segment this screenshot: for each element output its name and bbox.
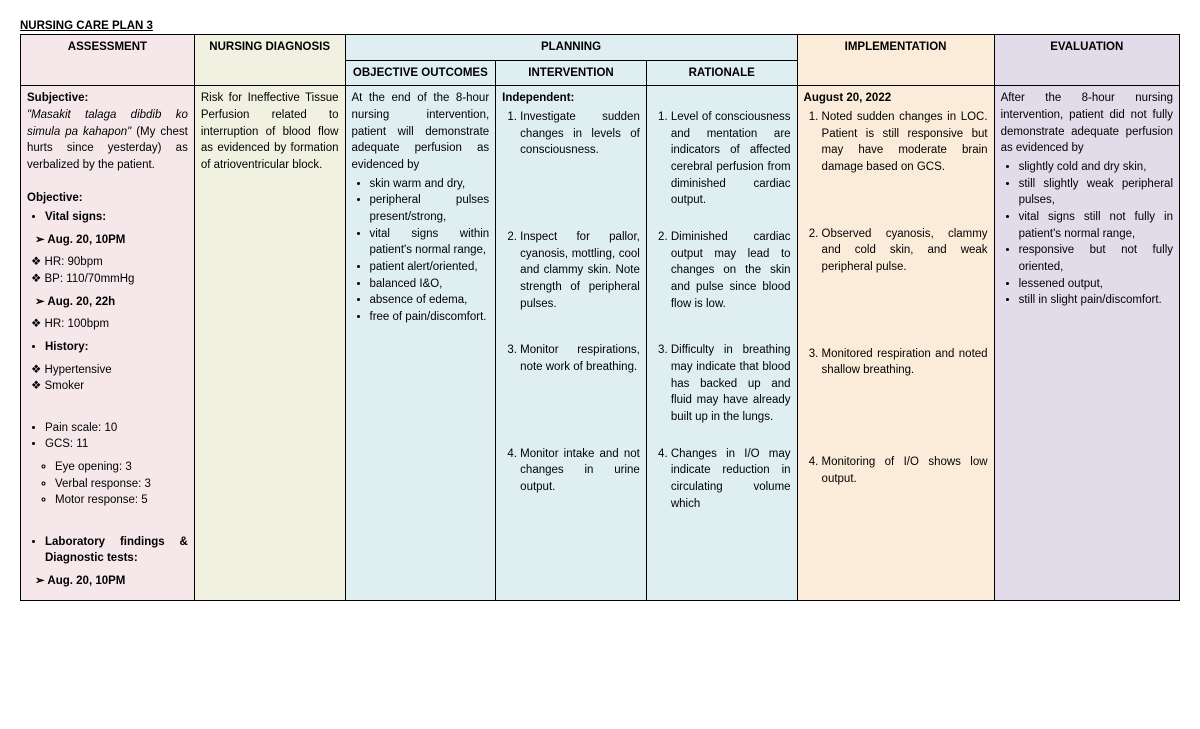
hist1: Hypertensive [31,362,188,379]
cell-outcomes: At the end of the 8-hour nursing interve… [345,86,496,600]
hr1: HR: 90bpm [31,254,188,271]
header-assessment: ASSESSMENT [21,35,195,86]
objective-label: Objective: [27,192,83,204]
outcome-3: vital signs within patient's normal rang… [370,226,490,259]
rationale-3: Difficulty in breathing may indicate tha… [671,342,791,425]
cell-diagnosis: Risk for Ineffective Tissue Perfusion re… [194,86,345,600]
gcs-verbal: Verbal response: 3 [55,476,188,493]
hist2: Smoker [31,378,188,395]
care-plan-table: ASSESSMENT NURSING DIAGNOSIS PLANNING IM… [20,34,1180,601]
intervention-1: Investigate sudden changes in levels of … [520,109,640,159]
outcome-4: patient alert/oriented, [370,259,490,276]
lab-date: Aug. 20, 10PM [35,573,188,590]
impl-date: August 20, 2022 [804,92,892,104]
intervention-4: Monitor intake and not changes in urine … [520,446,640,496]
eval-6: still in slight pain/discomfort. [1019,292,1173,309]
impl-4: Monitoring of I/O shows low output. [822,454,988,487]
impl-2: Observed cyanosis, clammy and cold skin,… [822,226,988,276]
eval-2: still slightly weak peripheral pulses, [1019,176,1173,209]
outcome-2: peripheral pulses present/strong, [370,192,490,225]
outcome-1: skin warm and dry, [370,176,490,193]
bp: BP: 110/70mmHg [31,271,188,288]
pain-scale: Pain scale: 10 [45,420,188,437]
eval-3: vital signs still not fully in patient's… [1019,209,1173,242]
impl-3: Monitored respiration and noted shallow … [822,346,988,379]
independent-label: Independent: [502,92,574,104]
gcs-motor: Motor response: 5 [55,492,188,509]
cell-evaluation: After the 8-hour nursing intervention, p… [994,86,1179,600]
outcome-6: absence of edema, [370,292,490,309]
lab-label: Laboratory findings & Diagnostic tests: [45,534,188,567]
eval-4: responsive but not fully oriented, [1019,242,1173,275]
cell-implementation: August 20, 2022 Noted sudden changes in … [797,86,994,600]
cell-rationale: Level of consciousness and mentation are… [646,86,797,600]
rationale-2: Diminished cardiac output may lead to ch… [671,229,791,312]
gcs: GCS: 11 [45,436,188,453]
header-rationale: RATIONALE [646,60,797,86]
outcome-7: free of pain/discomfort. [370,309,490,326]
vs-date1: Aug. 20, 10PM [35,232,188,249]
vital-signs-label: Vital signs: [45,209,188,226]
header-diagnosis: NURSING DIAGNOSIS [194,35,345,86]
history-label: History: [45,339,188,356]
header-evaluation: EVALUATION [994,35,1179,86]
eval-5: lessened output, [1019,276,1173,293]
header-planning: PLANNING [345,35,797,61]
cell-intervention: Independent: Investigate sudden changes … [496,86,647,600]
intervention-3: Monitor respirations, note work of breat… [520,342,640,375]
header-intervention: INTERVENTION [496,60,647,86]
vs-date2: Aug. 20, 22h [35,294,188,311]
header-outcomes: OBJECTIVE OUTCOMES [345,60,496,86]
impl-1: Noted sudden changes in LOC. Patient is … [822,109,988,176]
page-title: NURSING CARE PLAN 3 [20,20,1180,32]
cell-assessment: Subjective: "Masakit talaga dibdib ko si… [21,86,195,600]
outcomes-lead: At the end of the 8-hour nursing interve… [352,92,490,171]
subjective-label: Subjective: [27,92,88,104]
eval-1: slightly cold and dry skin, [1019,159,1173,176]
hr2: HR: 100bpm [31,316,188,333]
intervention-2: Inspect for pallor, cyanosis, mottling, … [520,229,640,312]
outcome-5: balanced I&O, [370,276,490,293]
rationale-4: Changes in I/O may indicate reduction in… [671,446,791,513]
gcs-eye: Eye opening: 3 [55,459,188,476]
header-implementation: IMPLEMENTATION [797,35,994,86]
eval-lead: After the 8-hour nursing intervention, p… [1001,92,1173,154]
rationale-1: Level of consciousness and mentation are… [671,109,791,209]
